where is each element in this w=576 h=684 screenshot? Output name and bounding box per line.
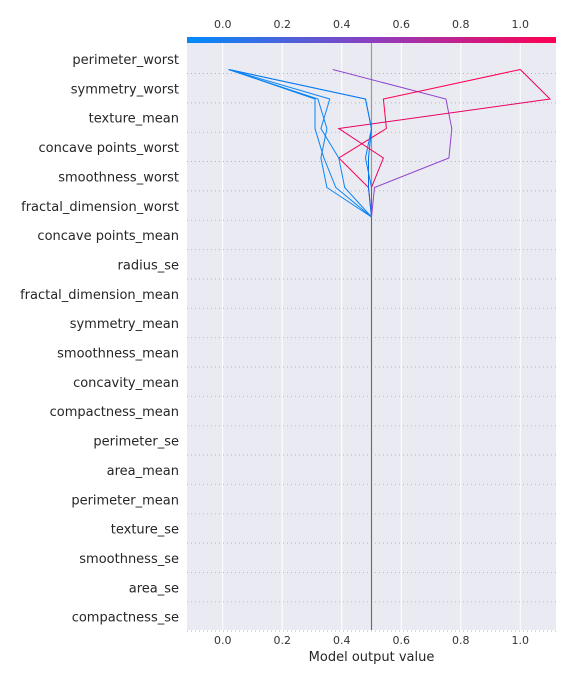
x-tick-label-top: 0.4 [333, 18, 351, 31]
series-line-8 [228, 69, 373, 630]
feature-label: fractal_dimension_worst [21, 200, 179, 215]
feature-labels: perimeter_worst symmetry_worst texture_mea… [20, 53, 179, 626]
vertical-gridlines [222, 40, 521, 630]
feature-label: concave points_mean [37, 229, 179, 244]
feature-label: texture_mean [89, 112, 179, 127]
x-tick-label-bottom: 0.4 [333, 634, 351, 647]
feature-label: radius_se [118, 258, 179, 273]
x-tick-labels-bottom: 0.0 0.2 0.4 0.6 0.8 1.0 [214, 634, 529, 647]
feature-label: perimeter_se [93, 435, 179, 450]
feature-label: concave points_worst [38, 141, 179, 156]
x-tick-label-bottom: 0.0 [214, 634, 232, 647]
x-tick-label-top: 0.8 [452, 18, 470, 31]
x-tick-label-top: 0.0 [214, 18, 232, 31]
feature-label: symmetry_mean [70, 317, 179, 332]
feature-label: compactness_se [72, 611, 179, 626]
series-lines [228, 69, 552, 630]
feature-label: symmetry_worst [71, 82, 179, 97]
x-tick-label-bottom: 1.0 [512, 634, 530, 647]
feature-label: area_mean [107, 464, 179, 479]
x-tick-label-bottom: 0.8 [452, 634, 470, 647]
x-tick-label-top: 0.2 [273, 18, 291, 31]
feature-label: smoothness_worst [58, 170, 179, 185]
colorbar [187, 37, 556, 43]
feature-label: concavity_mean [73, 376, 179, 391]
feature-label: fractal_dimension_mean [20, 288, 179, 303]
feature-label: smoothness_se [79, 552, 179, 567]
feature-label: compactness_mean [50, 405, 179, 420]
x-tick-label-top: 1.0 [512, 18, 530, 31]
feature-label: smoothness_mean [57, 347, 179, 362]
feature-label: area_se [129, 581, 179, 596]
x-tick-label-bottom: 0.6 [393, 634, 411, 647]
feature-label: texture_se [111, 523, 179, 538]
feature-label: perimeter_worst [72, 53, 179, 68]
x-tick-label-bottom: 0.2 [273, 634, 291, 647]
x-axis-label: Model output value [309, 650, 435, 665]
x-tick-label-top: 0.6 [393, 18, 411, 31]
feature-label: perimeter_mean [71, 493, 179, 508]
x-tick-labels-top: 0.0 0.2 0.4 0.6 0.8 1.0 [214, 18, 529, 31]
